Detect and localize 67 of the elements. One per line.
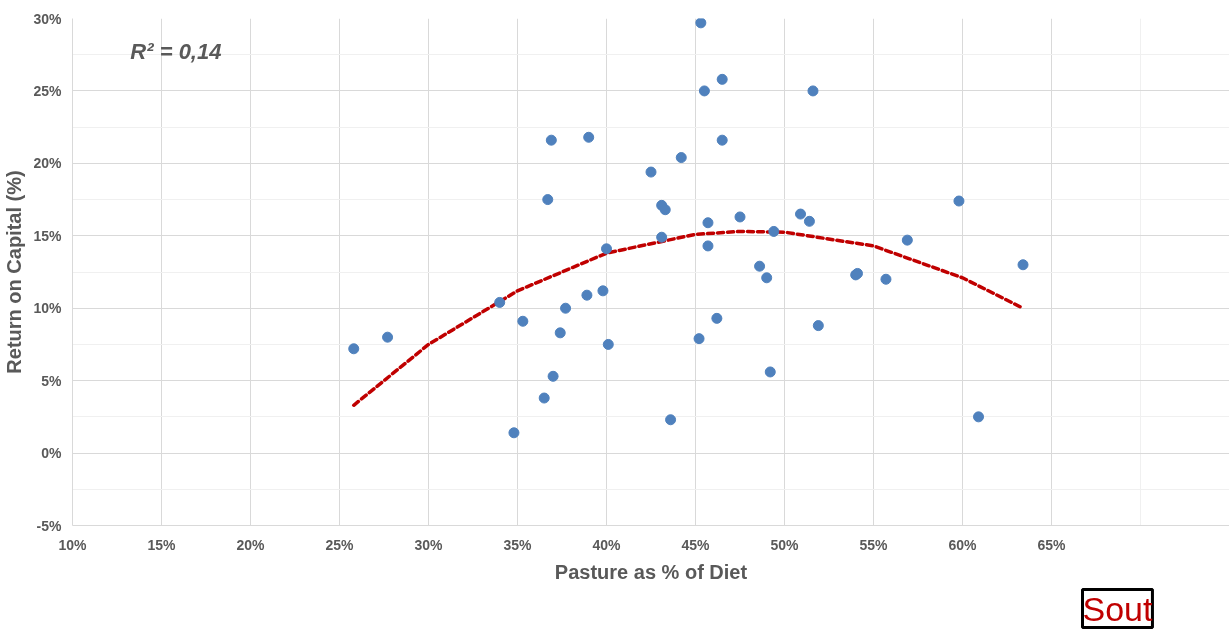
point [1017,259,1029,271]
point [693,333,705,345]
point [602,338,614,350]
point [761,272,773,284]
point [601,243,612,255]
x-tick-label: 65% [1037,536,1067,553]
x-tick-label: 50% [770,536,800,553]
point [494,296,506,308]
point [953,195,965,207]
point [581,289,593,301]
x-tick-label: 55% [859,536,889,553]
point [803,215,815,227]
point [348,343,360,355]
point [542,194,554,206]
x-tick-label: 45% [681,536,711,553]
point [812,320,824,332]
x-axis-title: Pasture as % of Diet [554,560,748,583]
point [538,392,550,404]
point [695,18,707,29]
point [764,366,776,378]
point [645,166,657,178]
point [547,370,559,382]
y-tick-label: -5% [36,517,63,534]
y-tick-label: 30% [33,10,63,27]
point [973,411,985,423]
x-tick-label: 40% [592,536,622,553]
point [768,225,780,237]
point [665,414,677,426]
annotation: R² = 0,14 [130,38,222,64]
y-tick-label: 25% [33,82,63,99]
point [807,85,819,97]
point [382,331,394,343]
point [656,231,668,243]
point [795,208,807,220]
x-tick-label: 30% [414,536,444,553]
y-tick-label: 5% [41,372,63,389]
point [711,312,723,324]
point [901,234,913,246]
point [508,427,520,439]
x-tick-label: 20% [236,536,266,553]
x-tick-label: 10% [58,536,88,553]
y-tick-label: 15% [33,227,63,244]
point [702,217,714,229]
x-tick-label: 35% [503,536,533,553]
point [675,152,687,164]
point [754,260,766,272]
y-tick-label: 20% [33,155,63,172]
y-tick-label: 10% [33,300,63,317]
point [702,240,714,252]
point [716,134,728,146]
point [545,134,557,146]
point [880,273,892,285]
y-axis-title: Return on Capital (%) [3,170,26,374]
line-series [351,229,1025,408]
x-tick-label: 25% [325,536,355,553]
point [583,131,595,143]
point [659,204,671,216]
x-tick-label: 60% [948,536,978,553]
point [597,285,609,297]
y-tick-label: 0% [41,445,63,462]
point [716,73,728,85]
point [734,211,746,223]
x-tick-label: 15% [147,536,177,553]
point [554,327,566,339]
point [698,85,710,97]
point [560,302,572,314]
point [517,315,529,327]
